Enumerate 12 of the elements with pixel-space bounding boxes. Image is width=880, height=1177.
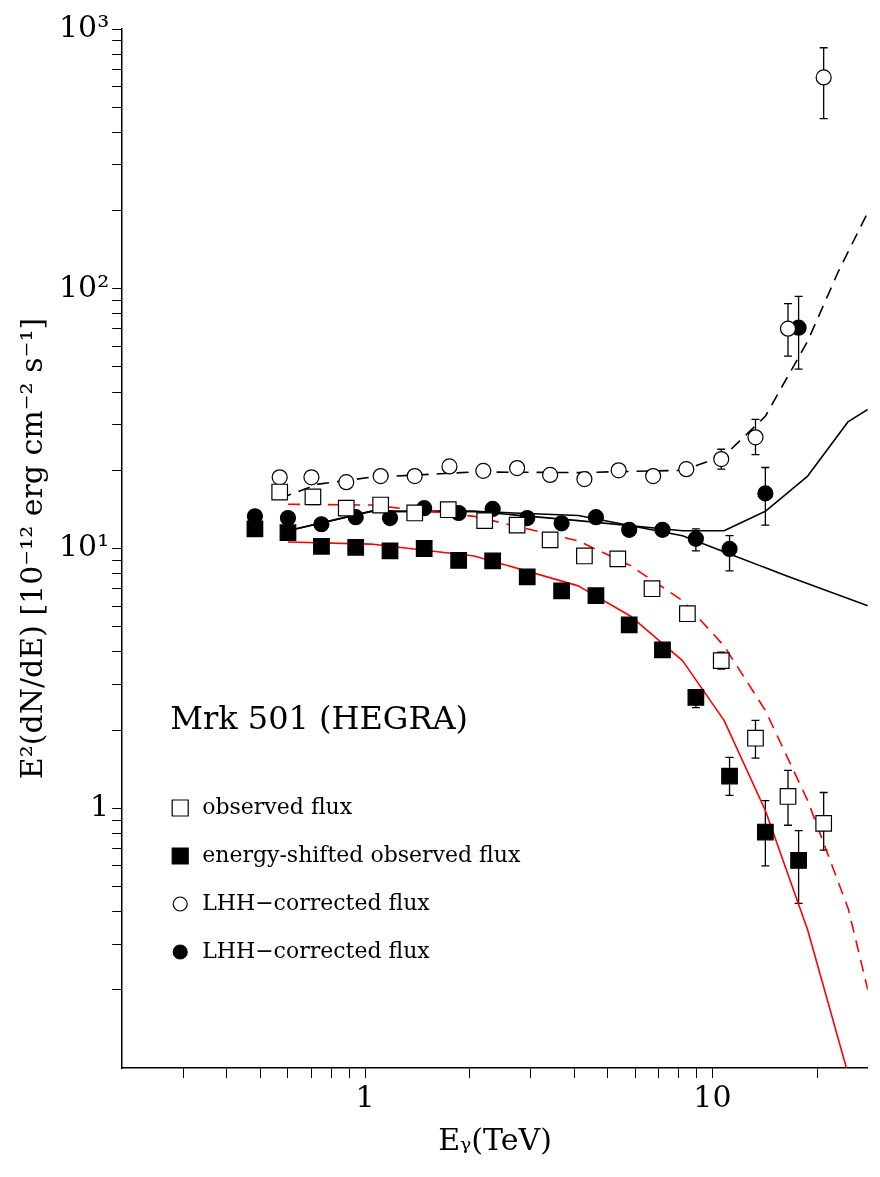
y-tick-label: 1 xyxy=(90,788,110,824)
annotation: Mrk 501 (HEGRA) xyxy=(170,699,469,738)
legend-label: LHH−corrected flux xyxy=(202,937,431,963)
y-axis-title: E²(dN/dE) [10⁻¹² erg cm⁻² s⁻¹] xyxy=(13,317,49,780)
y-tick-label: 10¹ xyxy=(59,528,110,564)
y-tick-label: 10³ xyxy=(59,8,110,44)
x-axis-title: Eᵧ(TeV) xyxy=(438,1121,552,1157)
legend-label: observed flux xyxy=(202,793,353,819)
x-tick-label: 10 xyxy=(693,1078,732,1114)
legend-label: energy-shifted observed flux xyxy=(202,841,521,867)
legend-label: LHH−corrected flux xyxy=(202,889,431,915)
y-tick-label: 10² xyxy=(59,268,110,304)
